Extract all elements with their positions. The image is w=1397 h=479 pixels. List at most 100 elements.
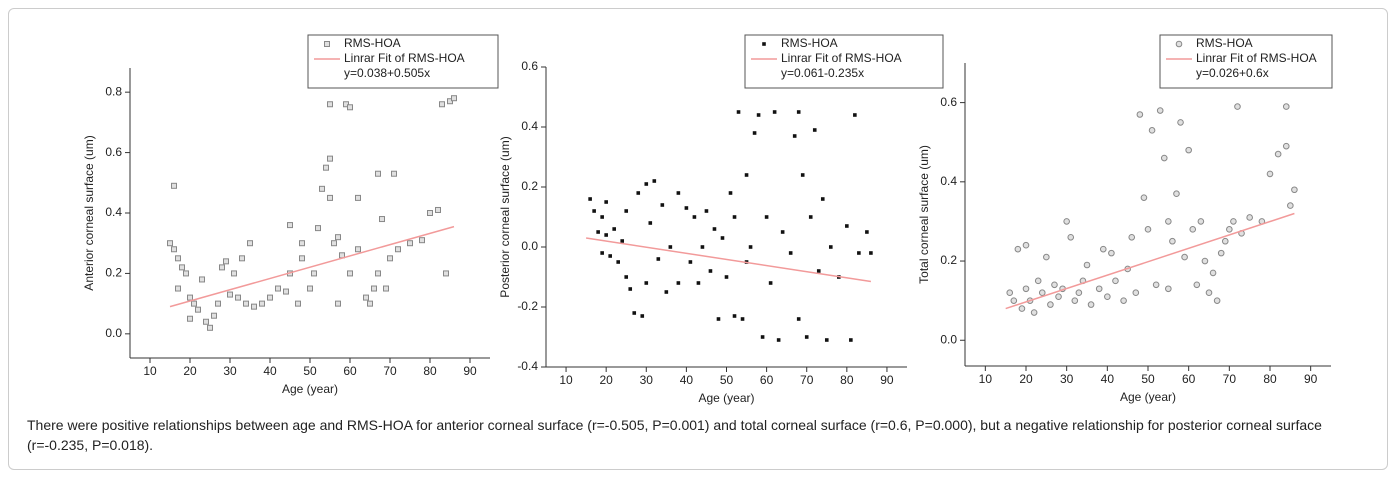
point <box>632 311 637 315</box>
y-tick-label: 0.4 <box>105 205 122 219</box>
point <box>692 215 697 219</box>
point <box>648 221 653 225</box>
x-tick-label: 50 <box>303 364 317 378</box>
point <box>857 251 861 255</box>
point <box>327 194 333 201</box>
y-axis-label: Total corneal surface (um) <box>917 145 931 284</box>
point <box>1181 253 1188 261</box>
point <box>1051 281 1058 289</box>
point <box>167 240 173 247</box>
point <box>243 300 249 307</box>
point <box>375 170 381 177</box>
y-tick-label: 0.0 <box>105 326 122 340</box>
point <box>295 300 301 307</box>
x-tick-label: 80 <box>840 373 854 387</box>
point <box>792 134 797 138</box>
point <box>676 191 681 195</box>
point <box>1006 289 1014 297</box>
y-axis-label: Posterior corneal surface (um) <box>498 136 512 297</box>
point <box>1104 293 1111 300</box>
point <box>596 230 600 234</box>
point <box>187 294 193 301</box>
point <box>656 257 661 261</box>
figure-frame <box>8 8 1388 470</box>
point <box>383 285 389 292</box>
point <box>327 155 333 162</box>
legend-marker <box>762 42 766 46</box>
x-tick-label: 30 <box>640 373 654 387</box>
point <box>644 182 649 186</box>
point <box>171 246 177 253</box>
point <box>604 200 608 204</box>
point <box>1140 194 1148 201</box>
legend-label: Linrar Fit of RMS-HOA <box>781 51 902 65</box>
x-tick-label: 70 <box>800 373 814 387</box>
point <box>407 240 413 247</box>
point <box>1165 218 1172 225</box>
point <box>267 294 273 301</box>
point <box>828 245 833 249</box>
legend-box <box>744 34 944 89</box>
point <box>1132 289 1140 297</box>
point <box>1177 119 1184 126</box>
x-tick-label: 40 <box>263 364 277 378</box>
y-tick-label: -0.4 <box>517 359 538 373</box>
point <box>331 240 337 247</box>
x-tick-label: 10 <box>559 373 573 387</box>
point <box>175 285 181 292</box>
point <box>676 281 681 285</box>
y-tick-label: 0.0 <box>940 332 957 346</box>
point <box>1156 107 1164 114</box>
point <box>239 255 245 262</box>
point <box>869 251 873 255</box>
point <box>1189 226 1197 233</box>
point <box>796 317 801 321</box>
point <box>732 314 737 318</box>
point <box>199 276 205 283</box>
point <box>231 270 237 277</box>
point <box>283 288 289 295</box>
point <box>664 290 669 294</box>
y-tick-label: 0.4 <box>940 174 957 188</box>
x-tick-label: 50 <box>720 373 734 387</box>
point <box>760 335 765 339</box>
point <box>355 194 361 201</box>
point <box>1087 301 1095 308</box>
x-tick-label: 30 <box>223 364 237 378</box>
point <box>684 206 689 210</box>
x-tick-label: 90 <box>463 364 477 378</box>
point <box>853 113 857 117</box>
point <box>311 270 317 277</box>
point <box>604 233 608 237</box>
point <box>1067 233 1075 241</box>
y-tick-label: 0.2 <box>940 253 957 267</box>
point <box>756 113 761 117</box>
point <box>812 128 817 132</box>
point <box>387 255 393 262</box>
point <box>764 215 769 219</box>
y-tick-label: 0.6 <box>940 95 957 109</box>
point <box>865 230 869 234</box>
point <box>439 101 445 108</box>
point <box>588 197 592 201</box>
point <box>600 215 604 219</box>
y-tick-label: 0.2 <box>521 179 538 193</box>
x-tick-label: 20 <box>1019 372 1033 386</box>
fit-line <box>169 225 455 308</box>
x-tick-label: 40 <box>1101 372 1115 386</box>
point <box>323 164 329 171</box>
point <box>195 306 201 313</box>
point <box>275 285 281 292</box>
x-tick-label: 50 <box>1141 372 1155 386</box>
point <box>716 317 721 321</box>
point <box>427 210 433 216</box>
caption: There were positive relationships betwee… <box>27 417 1322 453</box>
x-axis-label: Age (year) <box>282 382 338 396</box>
x-tick-label: 80 <box>1263 372 1277 386</box>
point <box>347 104 353 111</box>
point <box>1128 233 1136 241</box>
point <box>335 234 341 241</box>
point <box>744 173 749 177</box>
point <box>451 95 457 102</box>
point <box>616 260 620 264</box>
